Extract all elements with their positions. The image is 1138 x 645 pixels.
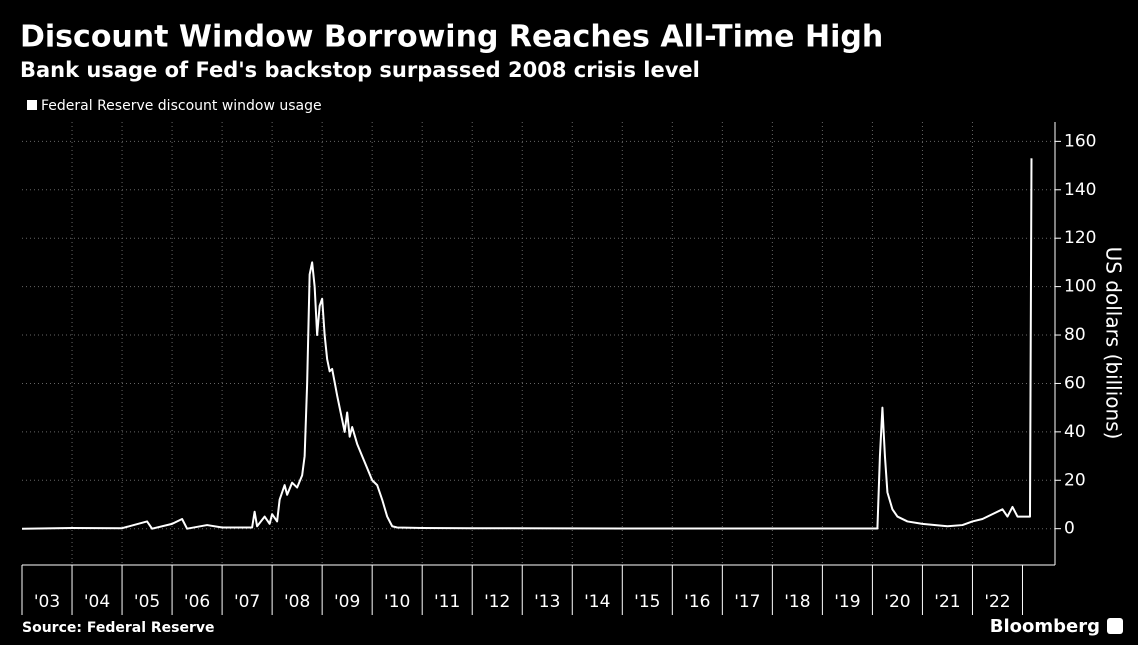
x-tick-label: '19 <box>834 592 860 612</box>
y-tick-label: 160 <box>1064 131 1096 151</box>
y-tick-label: 80 <box>1064 325 1086 345</box>
y-tick-label: 0 <box>1064 519 1075 539</box>
legend-label: Federal Reserve discount window usage <box>41 98 322 114</box>
x-tick-label: '12 <box>484 592 510 612</box>
brand-icon <box>1107 618 1123 634</box>
x-tick-label: '10 <box>384 592 410 612</box>
y-tick-label: 20 <box>1064 470 1086 490</box>
x-tick-label: '17 <box>734 592 760 612</box>
x-tick-label: '22 <box>984 592 1010 612</box>
brand: Bloomberg <box>990 616 1100 637</box>
x-tick-label: '09 <box>334 592 360 612</box>
y-tick-label: 120 <box>1064 228 1096 248</box>
x-tick-label: '07 <box>234 592 260 612</box>
x-tick-label: '21 <box>934 592 960 612</box>
x-tick-label: '05 <box>134 592 160 612</box>
x-tick-label: '04 <box>84 592 110 612</box>
source: Source: Federal Reserve <box>22 620 215 636</box>
legend-swatch <box>27 100 37 110</box>
y-tick-label: 40 <box>1064 422 1086 442</box>
x-tick-label: '18 <box>784 592 810 612</box>
x-tick-label: '06 <box>184 592 210 612</box>
x-tick-label: '08 <box>284 592 310 612</box>
x-tick-label: '03 <box>34 592 60 612</box>
line-series <box>21 158 1033 530</box>
y-tick-label: 60 <box>1064 373 1086 393</box>
chart-subtitle: Bank usage of Fed's backstop surpassed 2… <box>20 58 700 82</box>
y-tick-label: 140 <box>1064 180 1096 200</box>
y-tick-label: 100 <box>1064 277 1096 297</box>
y-axis-label: US dollars (billions) <box>1102 247 1126 440</box>
x-tick-label: '11 <box>434 592 460 612</box>
x-tick-label: '13 <box>534 592 560 612</box>
x-tick-label: '16 <box>684 592 710 612</box>
x-tick-label: '14 <box>584 592 610 612</box>
x-tick-label: '15 <box>634 592 660 612</box>
chart-title: Discount Window Borrowing Reaches All-Ti… <box>20 20 883 55</box>
x-tick-label: '20 <box>884 592 910 612</box>
